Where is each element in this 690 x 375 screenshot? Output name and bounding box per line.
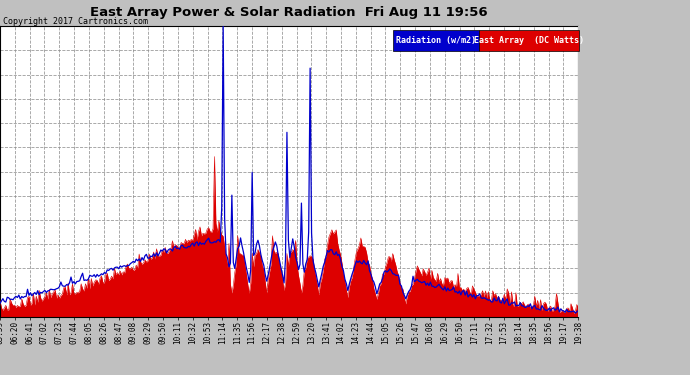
Text: East Array  (DC Watts): East Array (DC Watts) <box>475 36 584 45</box>
Text: East Array Power & Solar Radiation  Fri Aug 11 19:56: East Array Power & Solar Radiation Fri A… <box>90 6 488 19</box>
Text: Copyright 2017 Cartronics.com: Copyright 2017 Cartronics.com <box>3 17 148 26</box>
Text: Radiation (w/m2): Radiation (w/m2) <box>396 36 476 45</box>
